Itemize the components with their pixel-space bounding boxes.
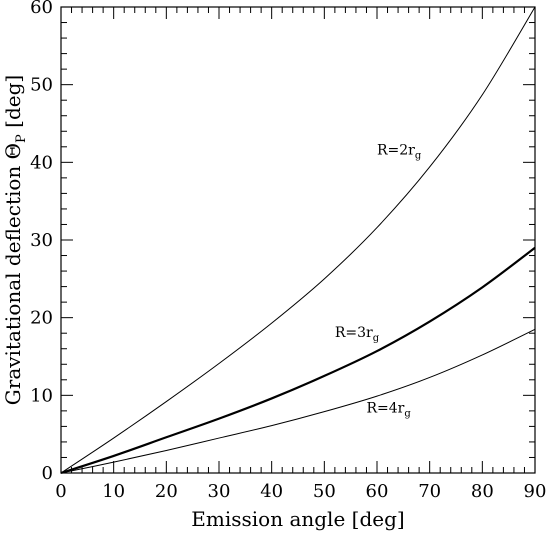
x-tick-label: 30 (208, 481, 231, 502)
tick-labels: 0 10 20 30 40 50 60 70 80 90 0 10 20 30 40 50 60 (30, 0, 546, 502)
x-tick-label: 90 (524, 481, 546, 502)
x-tick-label: 50 (313, 481, 336, 502)
curves (60, 6, 536, 475)
x-tick-label: 20 (155, 481, 178, 502)
x-tick-label: 60 (366, 481, 389, 502)
curve-label-3: R=4rg (366, 400, 411, 419)
y-tick-label: 20 (30, 308, 53, 329)
curve-1 (60, 6, 536, 474)
curve-label-main: R=4r (366, 400, 404, 416)
y-tick-label: 30 (30, 230, 53, 251)
y-tick-label: 10 (30, 385, 53, 406)
axis-ticks (60, 6, 536, 474)
curve-label-1: R=2rg (377, 143, 422, 162)
curve-label-sub: g (404, 408, 411, 419)
x-tick-label: 70 (418, 481, 441, 502)
curve-2 (60, 246, 536, 475)
x-tick-label: 0 (55, 481, 66, 502)
y-axis-title: Gravitational deflection ΘP [deg] (1, 75, 29, 405)
curve-label-main: R=3r (335, 325, 373, 341)
x-tick-label: 40 (260, 481, 283, 502)
curve-label-main: R=2r (377, 143, 415, 159)
y-axis-title-unit: [deg] (1, 75, 25, 134)
y-tick-label: 0 (42, 463, 53, 484)
x-tick-label: 80 (471, 481, 494, 502)
y-tick-label: 40 (30, 152, 53, 173)
x-tick-label: 10 (102, 481, 125, 502)
y-tick-label: 50 (30, 75, 53, 96)
curve-3 (60, 328, 536, 474)
x-axis-title: Emission angle [deg] (191, 507, 404, 531)
curve-label-2: R=3rg (335, 325, 380, 344)
y-tick-label: 60 (30, 0, 53, 18)
y-axis-title-main: Gravitational deflection Θ (1, 143, 25, 405)
curve-label-sub: g (415, 151, 422, 162)
y-axis-title-sub: P (14, 134, 29, 143)
curve-label-sub: g (373, 333, 380, 344)
plot-frame (60, 6, 536, 474)
